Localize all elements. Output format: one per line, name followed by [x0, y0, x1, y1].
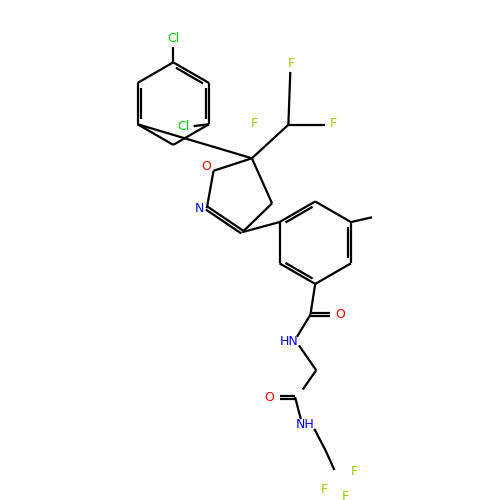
Text: HN: HN: [280, 335, 298, 348]
Text: F: F: [330, 117, 337, 130]
Text: N: N: [194, 202, 204, 214]
Text: F: F: [250, 117, 258, 130]
Text: O: O: [201, 160, 211, 173]
Text: Cl: Cl: [167, 32, 179, 45]
Text: O: O: [335, 308, 345, 321]
Text: F: F: [351, 466, 358, 478]
Text: O: O: [264, 390, 274, 404]
Text: F: F: [320, 482, 328, 496]
Text: F: F: [288, 57, 295, 70]
Text: F: F: [342, 490, 348, 500]
Text: Cl: Cl: [177, 120, 189, 132]
Text: NH: NH: [296, 418, 314, 430]
